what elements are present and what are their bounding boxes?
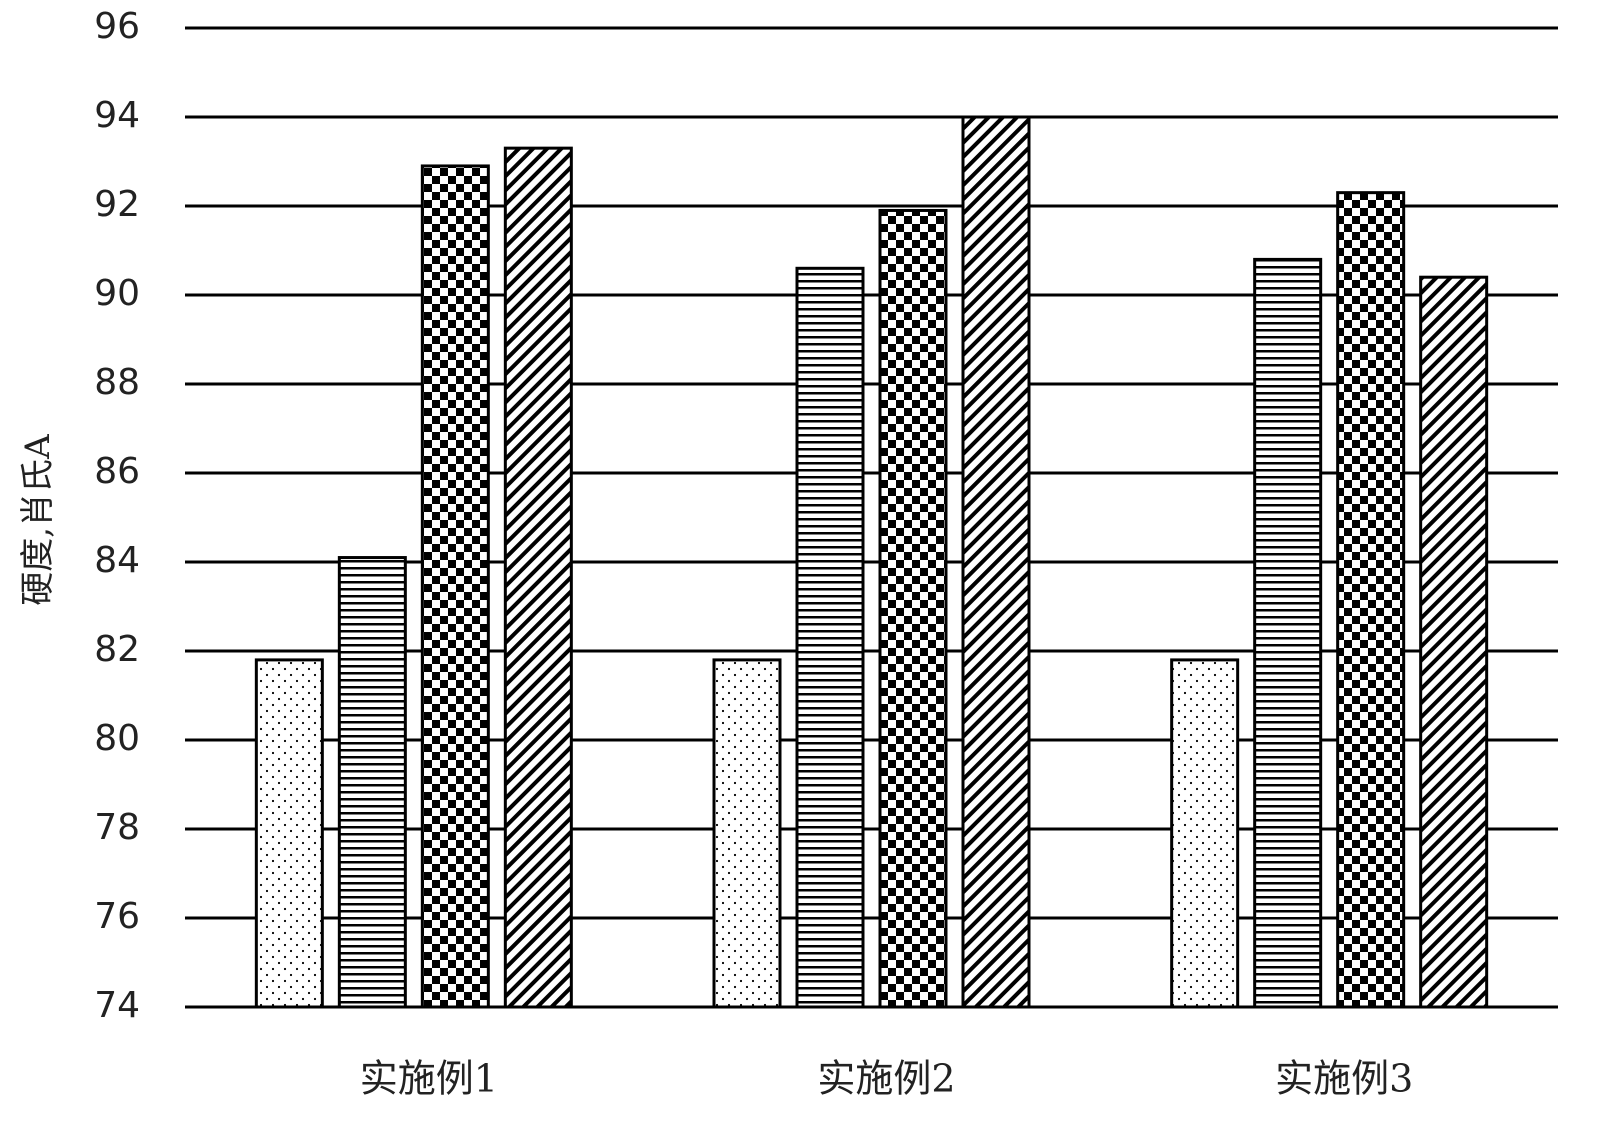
y-tick-label: 94 <box>94 95 140 136</box>
y-tick-label: 74 <box>94 985 140 1026</box>
y-tick-label: 82 <box>94 629 140 670</box>
y-tick-label: 90 <box>94 273 140 314</box>
y-tick-label: 88 <box>94 362 140 403</box>
x-tick-label: 实施例1 <box>360 1057 498 1101</box>
bar <box>961 115 1031 1009</box>
bar <box>712 658 782 1009</box>
y-tick-label: 84 <box>94 540 140 581</box>
y-tick-label: 92 <box>94 184 140 225</box>
y-tick-label: 86 <box>94 451 140 492</box>
bar <box>1336 191 1406 1009</box>
bar <box>1170 658 1240 1009</box>
x-tick-label: 实施例3 <box>1275 1057 1413 1101</box>
bar <box>420 164 490 1009</box>
y-axis-label: 硬度,肖氏A <box>18 434 58 606</box>
bar <box>878 208 948 1009</box>
y-tick-label: 96 <box>94 6 140 47</box>
bar <box>254 658 324 1009</box>
y-tick-label: 80 <box>94 718 140 759</box>
bar <box>503 146 573 1009</box>
x-tick-label: 实施例2 <box>817 1057 955 1101</box>
bar <box>1253 257 1323 1009</box>
y-tick-label: 76 <box>94 896 140 937</box>
bar <box>795 266 865 1009</box>
bar <box>1419 275 1489 1009</box>
y-tick-label: 78 <box>94 807 140 848</box>
bar <box>337 556 407 1009</box>
